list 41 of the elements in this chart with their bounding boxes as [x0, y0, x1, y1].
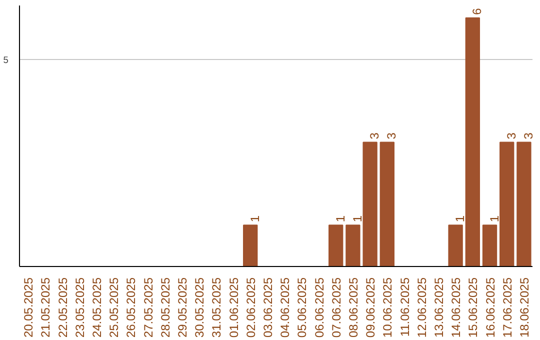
x-tick-label: 06.06.2025 — [312, 277, 326, 338]
x-tick-label: 07.06.2025 — [329, 277, 344, 338]
x-tick-label: 18.06.2025 — [517, 277, 532, 338]
data-label: 1 — [248, 215, 262, 222]
data-label: 3 — [521, 132, 536, 140]
x-tick-label: 02.06.2025 — [244, 277, 258, 338]
x-tick-label: 27.05.2025 — [141, 277, 156, 338]
data-label: 1 — [333, 215, 348, 222]
x-tick-label: 16.06.2025 — [483, 277, 498, 338]
x-tick-label: 24.05.2025 — [90, 277, 104, 338]
data-label: 1 — [487, 215, 502, 222]
data-label: 3 — [368, 132, 382, 140]
x-tick-label: 04.06.2025 — [278, 277, 292, 338]
x-tick-label: 31.05.2025 — [210, 277, 224, 338]
data-label: 3 — [504, 132, 518, 140]
x-tick-label: 26.05.2025 — [124, 277, 138, 338]
x-tick-label: 11.06.2025 — [398, 277, 412, 337]
x-tick-label: 23.05.2025 — [72, 277, 87, 338]
x-tick-label: 30.05.2025 — [192, 277, 207, 338]
data-label: 1 — [350, 215, 364, 222]
x-tick-label: 14.06.2025 — [449, 277, 464, 338]
data-label: 6 — [470, 8, 484, 15]
data-label: 1 — [453, 215, 468, 222]
x-tick-label: 09.06.2025 — [364, 277, 378, 338]
x-tick-label: 03.06.2025 — [260, 277, 275, 338]
x-tick-label: 29.05.2025 — [175, 277, 190, 338]
x-tick-label: 01.06.2025 — [226, 277, 241, 338]
x-tick-label: 28.05.2025 — [158, 277, 172, 338]
x-tick-label: 10.06.2025 — [380, 277, 395, 338]
y-tick-label: 5 — [3, 54, 9, 65]
data-label: 3 — [384, 132, 399, 140]
x-tick-label: 20.05.2025 — [22, 277, 36, 338]
x-tick-label: 12.06.2025 — [414, 277, 429, 338]
x-tick-label: 21.05.2025 — [38, 277, 53, 338]
x-tick-label: 13.06.2025 — [432, 277, 446, 338]
x-tick-label: 05.06.2025 — [295, 277, 310, 338]
x-tick-label: 22.05.2025 — [56, 277, 70, 338]
x-tick-label: 15.06.2025 — [466, 277, 480, 338]
x-tick-label: 08.06.2025 — [346, 277, 360, 338]
x-tick-label: 17.06.2025 — [500, 277, 514, 338]
x-tick-label: 25.05.2025 — [107, 277, 122, 338]
